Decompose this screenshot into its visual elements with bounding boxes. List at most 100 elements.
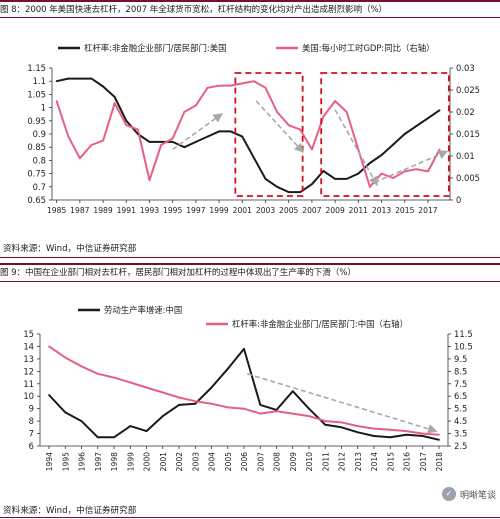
fig9-right-tick-label: 8.5	[454, 366, 467, 376]
fig9-point-cn-productivity	[129, 425, 132, 427]
fig8-x-tick-label: 2003	[256, 206, 275, 215]
fig8-point-us-leverage	[148, 141, 151, 143]
fig8-point-us-leverage	[136, 133, 139, 135]
fig9-point-cn-productivity	[194, 402, 197, 405]
fig9-point-cn-productivity	[340, 426, 343, 429]
fig8-point-us-leverage	[102, 85, 104, 88]
fig9-point-cn-leverage	[308, 415, 310, 418]
fig8-title-rule	[0, 17, 500, 18]
fig8-point-us-leverage	[345, 177, 348, 180]
watermark-text: 明晰笔谈	[459, 490, 496, 501]
fig8-right-tick-label: 0.005	[456, 173, 480, 183]
fig9-point-cn-leverage	[80, 365, 83, 368]
fig8-right-tick-label: 0.02	[456, 107, 475, 117]
fig8-series-us-leverage-line	[56, 77, 441, 194]
fig9-point-cn-leverage	[243, 407, 245, 410]
fig9-point-cn-leverage	[373, 427, 375, 430]
fig9-point-cn-leverage	[324, 420, 327, 423]
fig8-point-us-leverage	[241, 135, 244, 138]
fig8-point-us-leverage	[229, 130, 232, 133]
fig8-highlight-box	[320, 72, 450, 197]
fig8-point-us-productivity	[125, 124, 128, 127]
fig9-x-tick-label: 2014	[370, 452, 379, 471]
fig8-point-us-leverage	[264, 177, 267, 180]
fig8-point-us-productivity	[264, 86, 267, 89]
fig8-point-us-productivity	[160, 144, 162, 146]
fig8-left-tick-label: 0.65	[27, 195, 46, 205]
fig9-x-tick-label: 2013	[354, 452, 363, 471]
fig8-bottom-rule	[0, 257, 500, 258]
fig9-left-tick-label: 12	[23, 366, 34, 376]
fig8-point-us-leverage	[357, 172, 360, 175]
fig8-x-tick-label: 2009	[325, 206, 344, 215]
fig8-point-us-productivity	[218, 84, 220, 87]
fig8-left-tick-label: 0.85	[27, 142, 46, 152]
fig9-trend-arrow	[247, 373, 438, 434]
fig9-top-rule	[0, 263, 500, 265]
fig8-left-tick-label: 1.05	[27, 89, 46, 99]
fig9-right-tick-label: 3.5	[454, 429, 467, 439]
fig8-right-tick-label: 0	[456, 195, 461, 205]
fig9-right-tick-label: 9.5	[454, 354, 467, 364]
fig8-point-us-leverage	[276, 185, 279, 188]
fig8-trend-arrow	[172, 113, 223, 151]
fig8-point-us-productivity	[253, 80, 255, 83]
fig8-point-us-leverage	[125, 119, 128, 122]
fig9-point-cn-leverage	[438, 433, 440, 436]
fig8-point-us-productivity	[276, 111, 279, 113]
fig9-x-tick-label: 1994	[45, 452, 54, 471]
fig8-x-tick-label: 1999	[209, 206, 228, 215]
fig9-point-cn-productivity	[113, 436, 115, 439]
fig9-point-cn-leverage	[178, 396, 180, 399]
fig9-point-cn-leverage	[340, 421, 343, 424]
fig9-point-cn-leverage	[129, 381, 132, 384]
fig9-point-cn-productivity	[438, 438, 440, 441]
fig9-x-tick-label: 2008	[273, 452, 282, 471]
fig8-trend-arrow	[255, 100, 304, 154]
fig9-point-cn-leverage	[210, 402, 213, 405]
fig9-right-tick-label: 4.5	[454, 416, 467, 426]
fig9-x-tick-label: 2002	[175, 452, 184, 471]
fig9-series-cn-leverage-line	[48, 345, 440, 436]
fig9-x-tick-label: 2004	[208, 452, 217, 471]
fig8-point-us-productivity	[113, 102, 116, 105]
fig8-x-tick-label: 1985	[47, 206, 66, 215]
fig8-point-us-leverage	[171, 141, 174, 143]
fig9-point-cn-leverage	[113, 376, 115, 379]
fig8-source: 资料来源：Wind，中信证券研究部	[3, 244, 137, 254]
fig8-point-us-productivity	[322, 115, 325, 118]
fig9-point-cn-productivity	[145, 430, 148, 432]
fig9-point-cn-productivity	[308, 407, 310, 410]
fig8-point-us-leverage	[392, 143, 395, 146]
fig8-point-us-leverage	[415, 125, 418, 127]
fig8-chart: 杠杆率:非金融企业部门/居民部门:美国 美国:每小时工时GDP:同比（右轴） 0.6…	[27, 43, 480, 215]
fig8-point-us-productivity	[67, 135, 70, 138]
fig9-left-tick-label: 6	[29, 441, 34, 451]
fig8-point-us-leverage	[253, 156, 255, 159]
fig8-point-us-productivity	[380, 172, 383, 175]
fig9-point-cn-leverage	[275, 410, 278, 413]
fig9-point-cn-leverage	[291, 412, 294, 415]
fig8-left-tick-label: 1.1	[33, 76, 46, 86]
fig9-bottom-rule	[0, 517, 500, 518]
fig8-x-tick-label: 2007	[302, 206, 321, 215]
fig8-x-tick-label: 1989	[93, 206, 112, 215]
fig9-left-tick-label: 9	[29, 404, 34, 414]
fig8-point-us-productivity	[427, 170, 429, 173]
fig8-x-tick-label: 2013	[372, 206, 391, 215]
fig9-point-cn-productivity	[96, 436, 99, 439]
fig9-x-tick-label: 1997	[94, 452, 103, 471]
fig8-left-tick-label: 0.8	[33, 155, 46, 165]
fig8-left-tick-label: 0.95	[27, 116, 46, 126]
fig8-x-tick-label: 1993	[140, 206, 159, 215]
fig9-point-cn-leverage	[48, 345, 50, 348]
fig9-point-cn-leverage	[421, 432, 424, 435]
fig9-point-cn-leverage	[226, 406, 229, 409]
fig9-point-cn-leverage	[389, 428, 392, 431]
fig8-point-us-productivity	[392, 177, 395, 179]
fig9-point-cn-productivity	[178, 404, 180, 406]
fig8-x-tick-label: 1995	[163, 206, 182, 215]
fig9-x-tick-label: 2010	[305, 452, 314, 471]
fig8-x-tick-label: 1987	[70, 206, 89, 215]
